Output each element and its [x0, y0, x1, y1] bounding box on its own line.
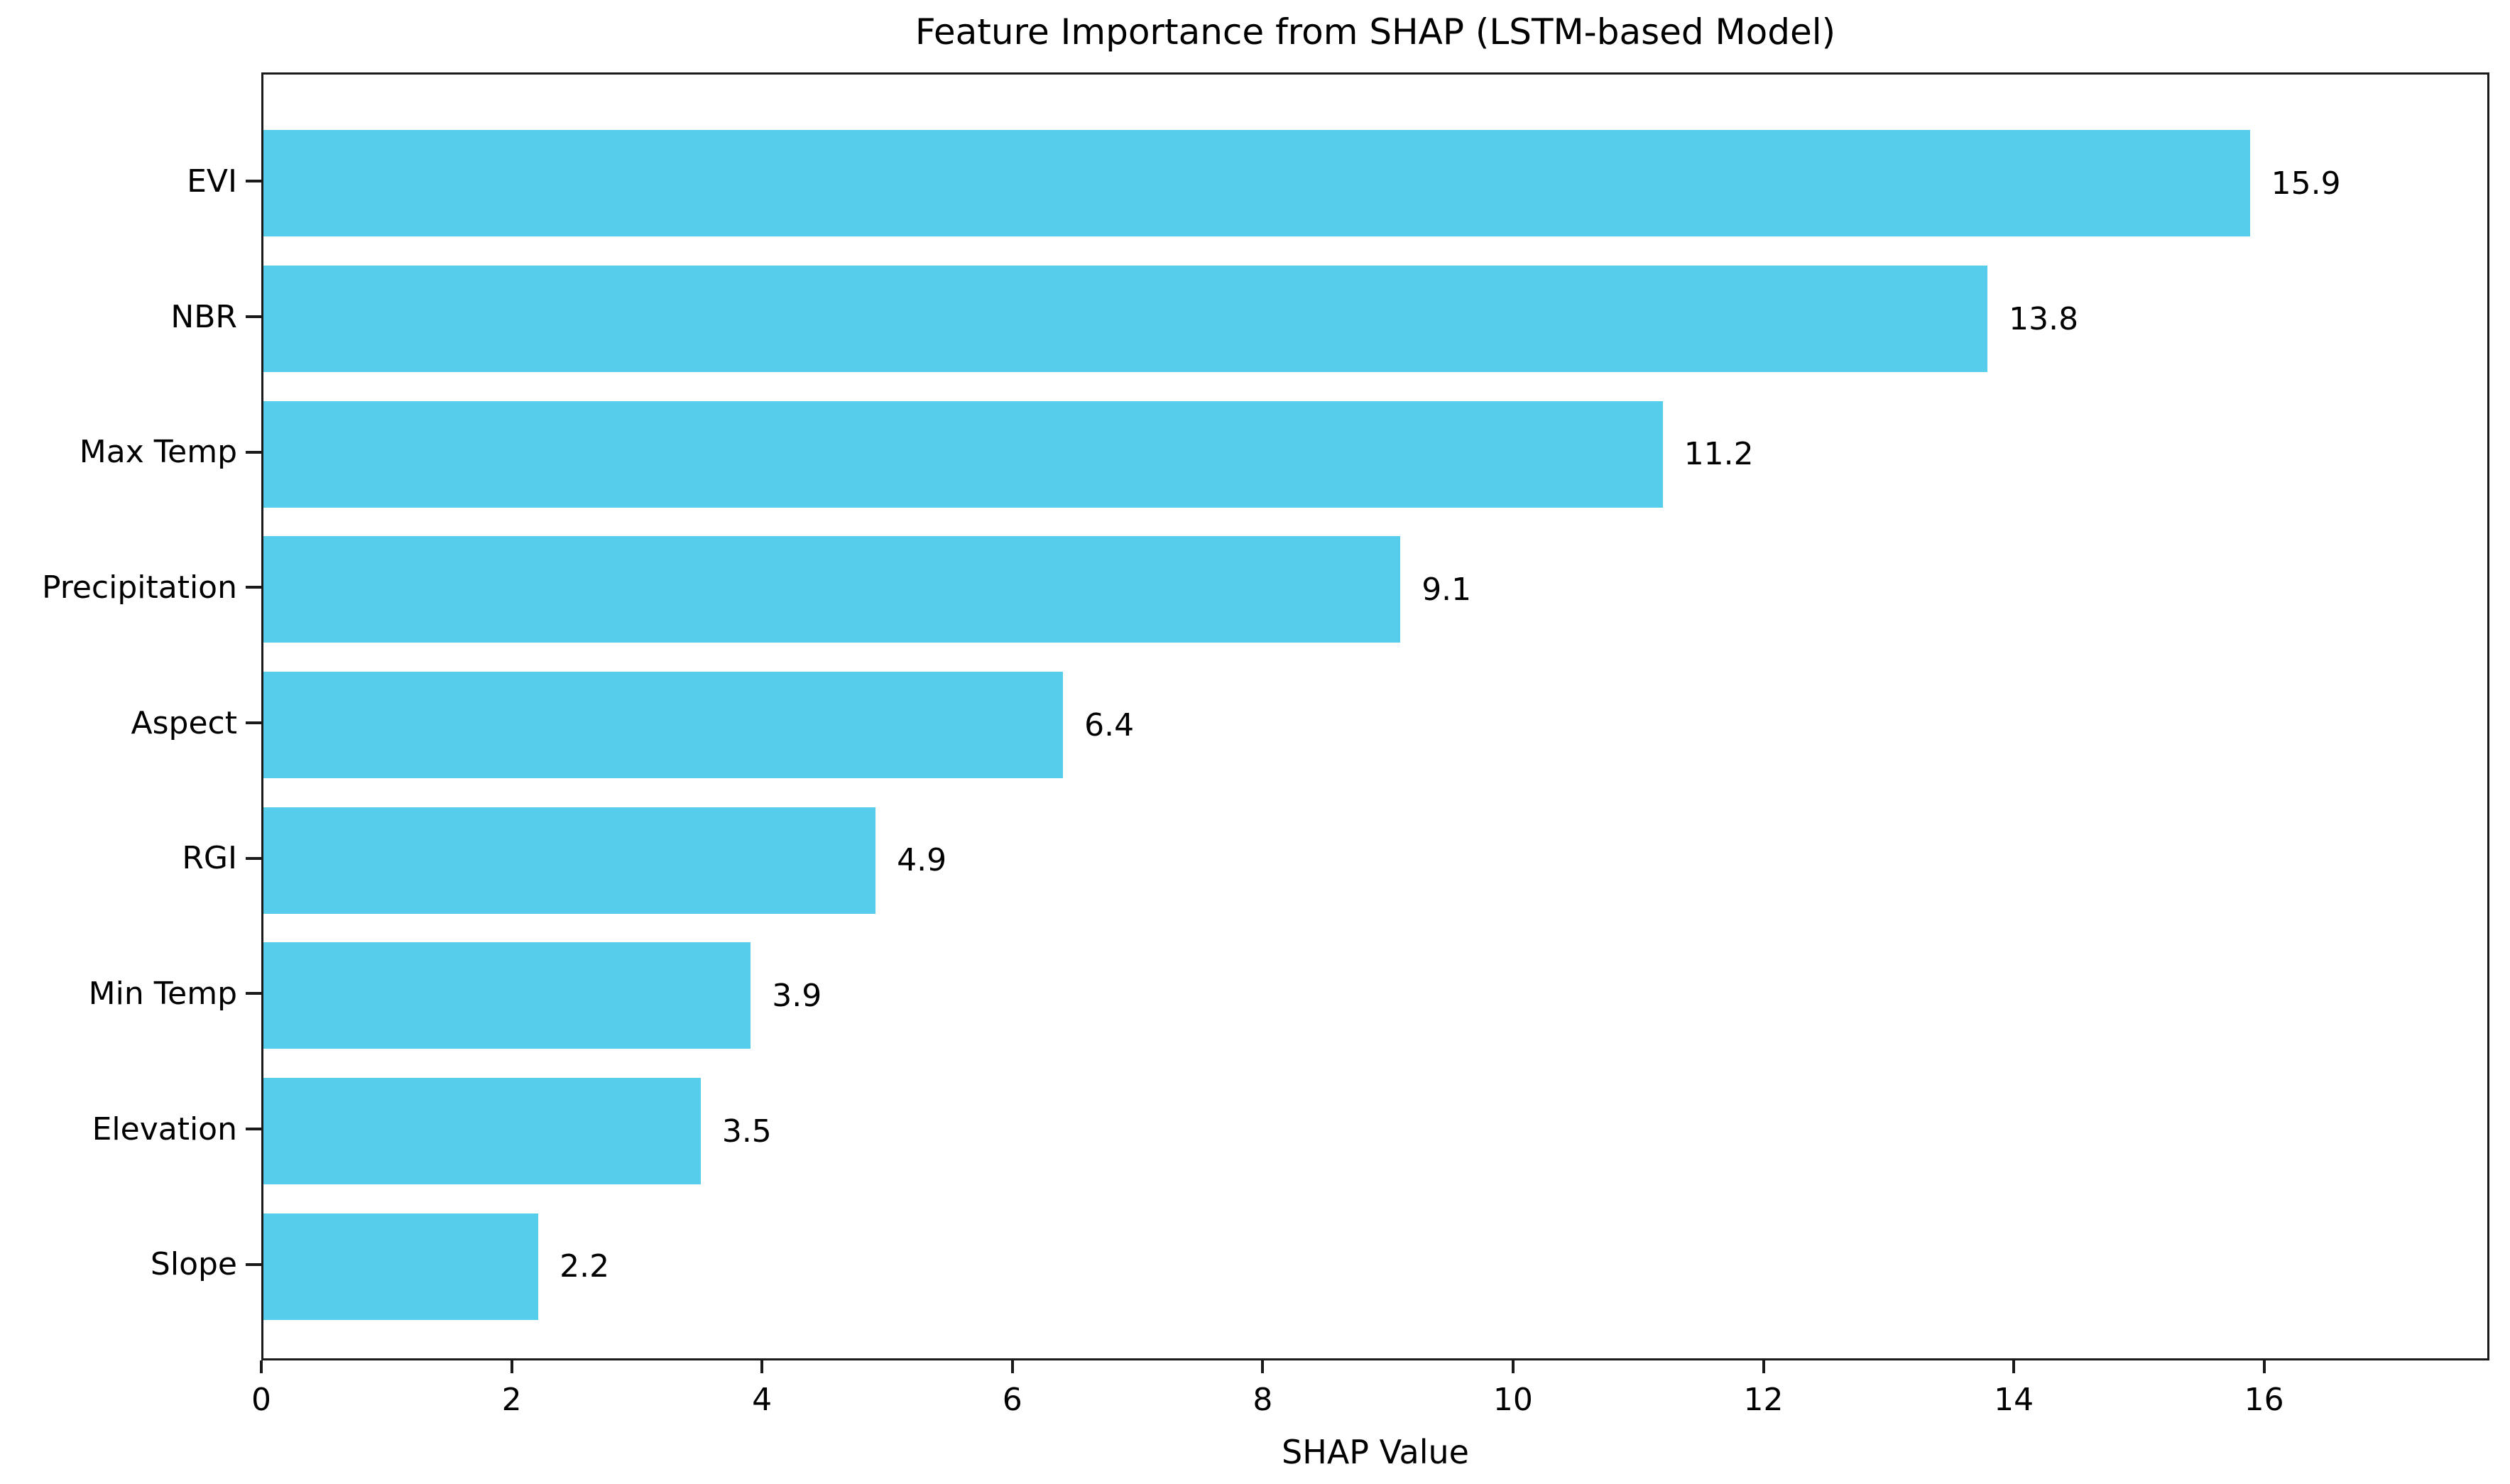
xtick-label-12: 12	[1743, 1382, 1784, 1418]
bar-value-label: 15.9	[2271, 165, 2341, 202]
ytick-label-max-temp: Max Temp	[79, 434, 237, 471]
xtick-label-2: 2	[501, 1382, 522, 1418]
bar-value-label: 3.9	[772, 977, 822, 1014]
ytick-label-nbr: NBR	[170, 298, 237, 335]
ytick-row: Aspect	[0, 655, 261, 791]
bar-rgi	[263, 807, 876, 914]
xtick-mark	[1261, 1360, 1265, 1373]
ytick-mark	[246, 1262, 261, 1266]
bar-row: 13.8	[263, 251, 2487, 387]
bar-value-label: 3.5	[721, 1113, 772, 1150]
bar-precipitation	[263, 536, 1401, 643]
xtick-label-16: 16	[2244, 1382, 2284, 1418]
bar-nbr	[263, 266, 1988, 372]
ytick-label-evi: EVI	[187, 163, 237, 200]
ytick-mark	[246, 721, 261, 725]
xtick-label-6: 6	[1002, 1382, 1022, 1418]
bar-row: 15.9	[263, 116, 2487, 251]
bar-value-label: 2.2	[560, 1248, 610, 1285]
xtick-label-10: 10	[1493, 1382, 1533, 1418]
bar-row: 6.4	[263, 658, 2487, 793]
plot-area: 15.9 13.8 11.2 9.1 6.4 4.9 3.9 3.5 2.2	[261, 72, 2489, 1360]
bar-slope	[263, 1213, 539, 1320]
bar-row: 2.2	[263, 1199, 2487, 1334]
y-axis-tick-labels: EVI NBR Max Temp Precipitation Aspect RGI Min …	[0, 114, 261, 1332]
xtick-label-0: 0	[251, 1382, 271, 1418]
xtick-label-14: 14	[1994, 1382, 2034, 1418]
xtick-mark	[510, 1360, 513, 1373]
xtick-mark	[1511, 1360, 1515, 1373]
ytick-row: Max Temp	[0, 384, 261, 520]
xtick-mark	[2012, 1360, 2016, 1373]
ytick-label-elevation: Elevation	[92, 1111, 237, 1147]
ytick-label-slope: Slope	[150, 1246, 237, 1283]
xtick-label-4: 4	[752, 1382, 773, 1418]
ytick-row: Slope	[0, 1196, 261, 1332]
bar-value-label: 6.4	[1084, 706, 1135, 743]
bar-row: 4.9	[263, 792, 2487, 928]
bar-evi	[263, 130, 2250, 237]
ytick-row: EVI	[0, 114, 261, 249]
bar-row: 11.2	[263, 386, 2487, 522]
ytick-label-rgi: RGI	[182, 840, 237, 877]
xtick-mark	[1010, 1360, 1014, 1373]
xtick-mark	[1762, 1360, 1765, 1373]
ytick-mark	[246, 1128, 261, 1131]
ytick-row: Min Temp	[0, 926, 261, 1062]
ytick-label-aspect: Aspect	[131, 704, 237, 741]
ytick-row: Precipitation	[0, 520, 261, 655]
ytick-mark	[246, 586, 261, 589]
bar-value-label: 9.1	[1422, 571, 1472, 608]
ytick-mark	[246, 315, 261, 318]
ytick-label-min-temp: Min Temp	[88, 975, 237, 1012]
chart-title: Feature Importance from SHAP (LSTM-based…	[915, 11, 1836, 53]
xtick-mark	[2262, 1360, 2266, 1373]
xtick-mark	[760, 1360, 764, 1373]
bar-row: 3.9	[263, 928, 2487, 1064]
bar-value-label: 11.2	[1684, 436, 1754, 473]
ytick-row: RGI	[0, 790, 261, 926]
bar-value-label: 13.8	[2009, 300, 2079, 337]
bar-row: 3.5	[263, 1064, 2487, 1199]
x-axis: 0 2 4 6 8 10 12 14 16	[251, 1360, 2489, 1446]
bar-rows: 15.9 13.8 11.2 9.1 6.4 4.9 3.9 3.5 2.2	[263, 116, 2487, 1334]
ytick-mark	[246, 992, 261, 995]
bar-row: 9.1	[263, 522, 2487, 658]
bar-aspect	[263, 672, 1064, 779]
xtick-mark	[260, 1360, 263, 1373]
ytick-mark	[246, 856, 261, 860]
x-axis-label: SHAP Value	[1282, 1433, 1469, 1471]
ytick-row: NBR	[0, 249, 261, 385]
bar-min-temp	[263, 942, 751, 1049]
bar-elevation	[263, 1078, 701, 1185]
ytick-mark	[246, 450, 261, 454]
bar-value-label: 4.9	[897, 842, 947, 879]
bar-max-temp	[263, 400, 1663, 508]
ytick-row: Elevation	[0, 1062, 261, 1197]
ytick-mark	[246, 180, 261, 183]
ytick-label-precipitation: Precipitation	[41, 569, 237, 606]
xtick-label-8: 8	[1253, 1382, 1273, 1418]
